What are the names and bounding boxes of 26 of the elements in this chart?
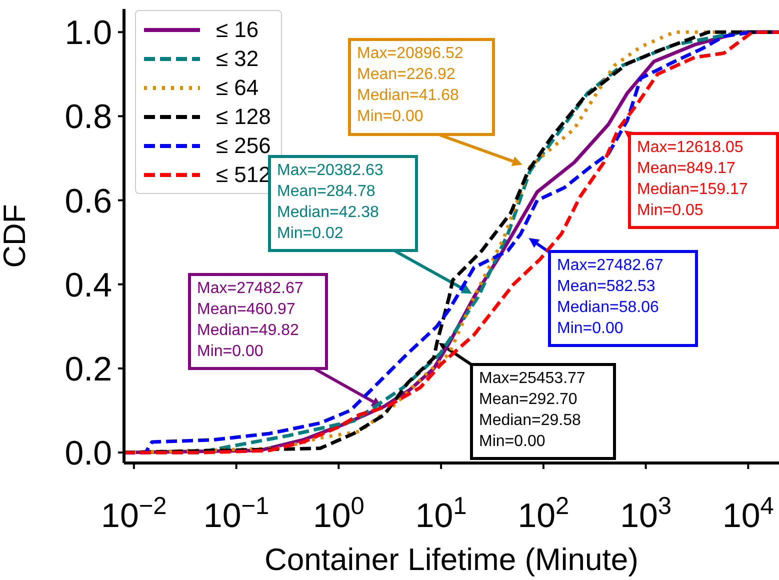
y-axis-title: CDF	[0, 204, 32, 268]
x-tick-label: 10$^{2}$	[518, 492, 570, 535]
x-tick-label: 10$^{3}$	[620, 492, 672, 535]
legend-label: ≤ 64	[216, 74, 259, 100]
x-axis-title: Container Lifetime (Minute)	[264, 542, 638, 577]
x-tick-label: 10$^{4}$	[722, 492, 774, 535]
legend-label: ≤ 256	[216, 132, 271, 158]
x-tick-label: 10$^{0}$	[312, 492, 364, 535]
legend-label: ≤ 128	[216, 104, 271, 130]
y-tick-label: 0.4	[64, 266, 112, 304]
annotation: Max=20896.52 Mean=226.92 Median=41.68 Min=0.00	[348, 38, 495, 136]
annotation: Max=12618.05 Mean=849.17 Median=159.17 Min=0.05	[628, 132, 779, 229]
legend-label: ≤ 32	[216, 46, 259, 72]
legend-label: ≤ 16	[216, 16, 259, 42]
annotation: Max=27482.67 Mean=460.97 Median=49.82 Min=0.00	[188, 273, 328, 370]
annotation: Max=27482.67 Mean=582.53 Median=58.06 Min=0.00	[548, 250, 698, 347]
x-tick-label: 10$^{−2}$	[101, 492, 167, 535]
y-tick-label: 0.2	[64, 350, 112, 388]
y-tick-label: 0.6	[64, 182, 112, 220]
annotation: Max=25453.77 Mean=292.70 Median=29.58 Min=0.00	[470, 363, 616, 460]
annotation: Max=20382.63 Mean=284.78 Median=42.38 Min=0.02	[277, 162, 384, 242]
x-tick-label: 10$^{1}$	[415, 492, 467, 535]
x-tick-label: 10$^{−1}$	[203, 492, 270, 535]
y-tick-label: 0.8	[64, 98, 112, 136]
y-tick-label: 1.0	[64, 14, 112, 52]
y-tick-label: 0.0	[64, 434, 112, 472]
